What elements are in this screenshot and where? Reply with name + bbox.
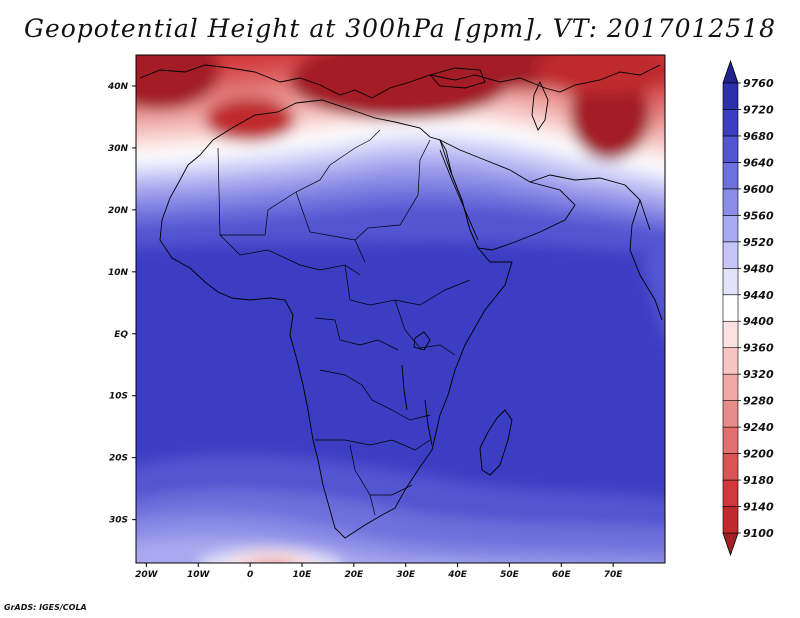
colorbar-label: 9560	[743, 209, 774, 222]
colorbar-swatch	[722, 373, 739, 401]
lat-tick-label: 30N	[108, 144, 129, 154]
border-lines	[217, 129, 471, 516]
colorbar-label: 9680	[743, 130, 774, 143]
colorbar-swatch	[722, 215, 739, 243]
lat-tick-label: 10N	[108, 268, 129, 278]
colorbar-swatch	[722, 400, 739, 428]
colorbar-label: 9140	[743, 501, 774, 514]
colorbar-label: 9760	[743, 77, 774, 90]
latitude-axis: 40N 30N 20N 10N EQ 10S 20S 30S	[107, 82, 136, 526]
colorbar-bottom-triangle	[722, 532, 739, 557]
lon-tick-label: 10W	[187, 570, 211, 580]
coastlines	[139, 64, 663, 539]
colorbar-label: 9600	[743, 183, 774, 196]
madagascar-coastline	[479, 409, 513, 476]
india-coastline	[629, 199, 663, 321]
colorbar-label: 9720	[743, 103, 774, 116]
lon-tick-label: 20E	[344, 570, 364, 580]
colorbar-swatch	[722, 188, 739, 216]
africa-coastline	[159, 99, 513, 539]
lake-malawi	[424, 399, 433, 446]
colorbar-swatch	[722, 453, 739, 481]
colorbar-label: 9520	[743, 236, 774, 249]
colorbar-label: 9100	[743, 527, 774, 540]
lon-tick-label: 60E	[552, 570, 572, 580]
colorbar-swatch	[722, 135, 739, 163]
colorbar-swatch	[722, 82, 739, 110]
colorbar-swatch	[722, 294, 739, 322]
colorbar-label: 9280	[743, 395, 774, 408]
lon-tick-label: 20W	[135, 570, 159, 580]
colorbar-label: 9200	[743, 448, 774, 461]
colorbar-label: 9400	[743, 315, 774, 328]
lat-tick-label: EQ	[114, 330, 128, 340]
caspian-coastline	[531, 80, 549, 131]
lon-tick-label: 0	[247, 570, 253, 580]
colorbar-swatch	[722, 241, 739, 269]
lat-tick-label: 30S	[109, 516, 128, 526]
europe-coastline	[139, 64, 661, 99]
colorbar-swatch	[722, 506, 739, 534]
lon-tick-label: 10E	[293, 570, 313, 580]
colorbar-swatch	[722, 347, 739, 375]
lon-tick-label: 50E	[500, 570, 520, 580]
colorbar-label: 9240	[743, 421, 774, 434]
lon-tick-label: 40E	[447, 570, 468, 580]
plot-frame	[135, 54, 666, 564]
colorbar-swatch	[722, 109, 739, 137]
contour-field	[136, 55, 665, 563]
lake-tanganyika	[401, 364, 408, 411]
colorbar-label: 9440	[743, 289, 774, 302]
lake-victoria	[413, 331, 431, 351]
colorbar: 9100 9140 9180 9200 9240 9280 9320 9360 9400 9440…	[722, 59, 774, 557]
colorbar-swatch	[722, 426, 739, 454]
colorbar-label: 9320	[743, 368, 774, 381]
lat-tick-label: 10S	[109, 392, 128, 402]
grads-credit: GrADS: IGES/COLA	[4, 603, 87, 612]
colorbar-label: 9180	[743, 474, 774, 487]
colorbar-label: 9360	[743, 342, 774, 355]
colorbar-swatch	[722, 320, 739, 349]
lon-tick-label: 30E	[396, 570, 416, 580]
lat-tick-label: 40N	[107, 82, 129, 92]
colorbar-swatch	[722, 162, 739, 190]
colorbar-swatch	[722, 479, 739, 507]
colorbar-label: 9480	[743, 262, 774, 275]
black-sea-coastline	[429, 67, 486, 89]
longitude-axis: 20W 10W 0 10E 20E 30E 40E 50E 60E 70E	[135, 563, 623, 580]
lon-tick-label: 70E	[604, 570, 624, 580]
lat-tick-label: 20N	[108, 206, 129, 216]
map-title: Geopotential Height at 300hPa [gpm], VT:…	[23, 14, 777, 43]
arabia-coastline	[438, 138, 576, 251]
colorbar-label: 9640	[743, 156, 774, 169]
colorbar-swatch	[722, 267, 739, 296]
lat-tick-label: 20S	[109, 454, 128, 464]
colorbar-top-triangle	[722, 59, 739, 84]
red-sea-line	[439, 149, 479, 241]
